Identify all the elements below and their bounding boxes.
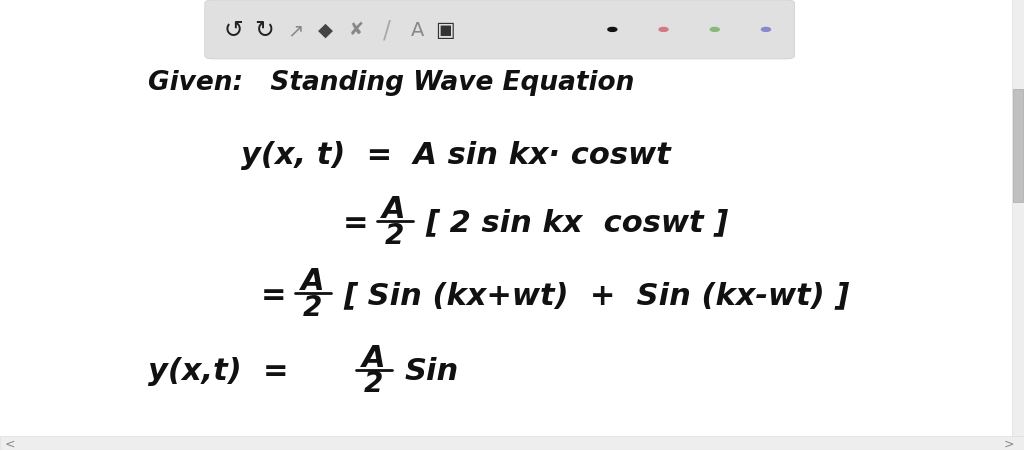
- Bar: [1013, 90, 1023, 202]
- Text: A: A: [361, 343, 386, 372]
- Text: A: A: [411, 21, 425, 40]
- Circle shape: [608, 28, 616, 32]
- Text: Given:   Standing Wave Equation: Given: Standing Wave Equation: [148, 70, 635, 96]
- Text: 2: 2: [365, 370, 383, 398]
- Text: ↺: ↺: [223, 18, 244, 42]
- Text: A: A: [382, 195, 407, 224]
- Bar: [1012, 0, 1024, 450]
- Bar: [0, 436, 1024, 450]
- Text: ↗: ↗: [287, 21, 303, 40]
- Text: 2: 2: [303, 293, 322, 321]
- Text: =: =: [261, 280, 287, 309]
- Text: ▣: ▣: [435, 20, 456, 40]
- Text: [ Sin (kx+wt)  +  Sin (kx-wt) ]: [ Sin (kx+wt) + Sin (kx-wt) ]: [343, 280, 850, 309]
- Text: <: <: [5, 437, 15, 450]
- Text: y(x,t)  =: y(x,t) =: [148, 357, 289, 386]
- Circle shape: [659, 28, 668, 32]
- Text: 2: 2: [385, 221, 403, 249]
- FancyBboxPatch shape: [205, 1, 795, 60]
- Text: =: =: [343, 208, 369, 237]
- Text: [ 2 sin kx  coswt ]: [ 2 sin kx coswt ]: [425, 208, 728, 237]
- Text: ↻: ↻: [254, 18, 274, 42]
- Text: A: A: [300, 267, 325, 295]
- Text: >: >: [1004, 437, 1014, 450]
- Circle shape: [762, 28, 770, 32]
- Text: ◆: ◆: [318, 21, 333, 40]
- Text: y(x, t)  =  A sin kx· coswt: y(x, t) = A sin kx· coswt: [241, 141, 671, 170]
- Text: /: /: [383, 18, 391, 42]
- Text: Sin: Sin: [404, 357, 459, 386]
- Circle shape: [711, 28, 719, 32]
- Text: ✘: ✘: [349, 21, 364, 39]
